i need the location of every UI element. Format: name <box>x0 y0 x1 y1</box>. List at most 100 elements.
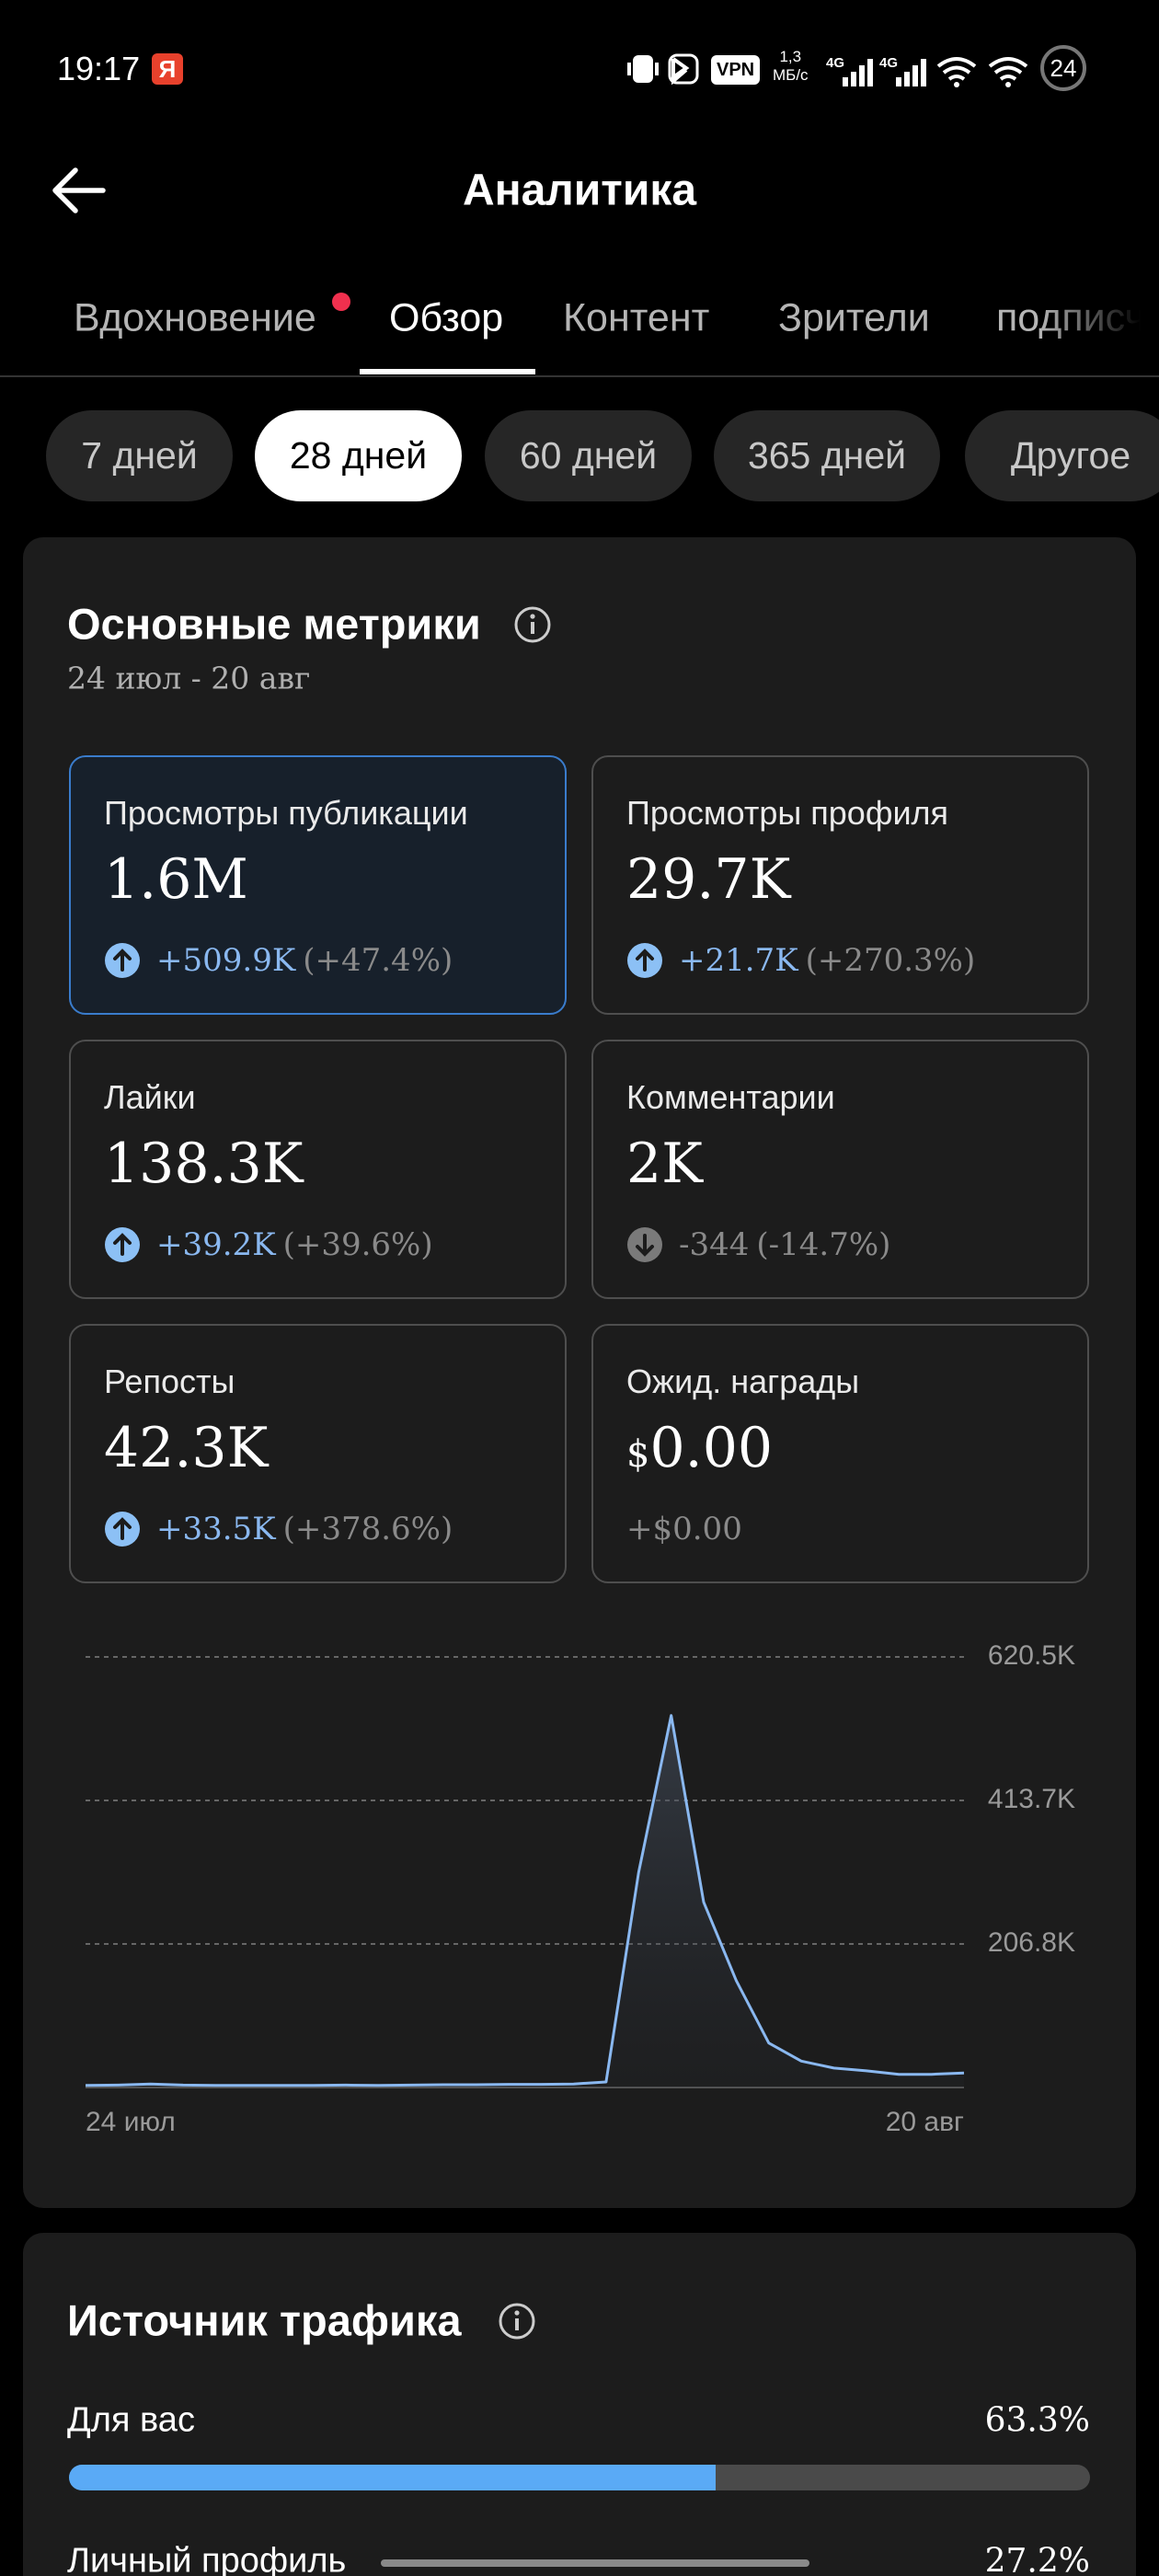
metric-change: +$0.00 <box>626 1511 742 1547</box>
metric-label: Просмотры профиля <box>626 794 949 832</box>
metric-label: Просмотры публикации <box>104 794 468 832</box>
trend-icon <box>627 943 662 978</box>
home-indicator <box>381 2559 809 2567</box>
metric-value: 2K <box>626 1132 703 1196</box>
network-type: 4G <box>879 55 899 71</box>
period-chip[interactable]: 365 дней <box>714 410 940 501</box>
y-tick-label: 620.5K <box>988 1640 1075 1671</box>
y-tick-label: 206.8K <box>988 1927 1075 1958</box>
metric-number: 29.7K <box>626 847 791 912</box>
metric-tile[interactable]: Лайки 138.3K +39.2K (+39.6%) <box>69 1040 567 1299</box>
info-icon[interactable] <box>497 2301 537 2341</box>
metric-tile[interactable]: Ожид. награды $0.00 +$0.00 <box>591 1324 1089 1583</box>
app-badge: Я <box>152 53 183 85</box>
status-icons-left <box>627 53 699 86</box>
back-button[interactable] <box>50 166 109 215</box>
traffic-bar-track <box>69 2465 1090 2490</box>
metric-number: 42.3K <box>104 1416 269 1480</box>
metric-number: 2K <box>626 1132 703 1196</box>
metric-change: +21.7K (+270.3%) <box>679 942 975 979</box>
metric-tile[interactable]: Репосты 42.3K +33.5K (+378.6%) <box>69 1324 567 1583</box>
metric-tile[interactable]: Комментарии 2K -344 (-14.7%) <box>591 1040 1089 1299</box>
metric-value: 138.3K <box>104 1132 304 1196</box>
metric-tile[interactable]: Просмотры профиля 29.7K +21.7K (+270.3%) <box>591 755 1089 1015</box>
metric-number: 1.6M <box>104 847 248 912</box>
page-title: Аналитика <box>462 166 697 215</box>
traffic-card: Источник трафика Для вас 63.3% Личный проф… <box>23 2233 1136 2576</box>
area <box>86 1715 964 2087</box>
metric-value: 42.3K <box>104 1416 268 1480</box>
net-speed-value: 1,3 <box>779 48 802 65</box>
change-percent: (+39.6%) <box>282 1226 433 1263</box>
metric-value: $0.00 <box>626 1416 773 1480</box>
traffic-list: Для вас 63.3% Личный профиль 27.2% <box>23 2233 1136 2576</box>
metric-change: -344 (-14.7%) <box>679 1226 890 1263</box>
traffic-bar <box>69 2465 716 2490</box>
trend-arrow <box>113 949 132 972</box>
period-selector: 7 дней 28 дней 60 дней 365 дней Другое <box>0 0 1159 515</box>
metric-label: Ожид. награды <box>626 1363 860 1400</box>
period-chip[interactable]: 60 дней <box>485 410 692 501</box>
period-chip[interactable]: 28 дней <box>255 410 462 501</box>
trend-icon <box>105 1227 140 1262</box>
battery: 24 <box>1040 45 1086 91</box>
metric-label: Лайки <box>104 1078 196 1116</box>
trend-arrow <box>113 1233 132 1256</box>
section-title: Основные метрики <box>67 599 481 649</box>
change-percent: (+270.3%) <box>805 942 976 979</box>
change-value: +509.9K <box>156 942 296 979</box>
trend-arrow <box>636 949 654 972</box>
metric-tiles: Просмотры публикации 1.6M +509.9K (+47.4%) П… <box>23 537 1136 1641</box>
metric-tile[interactable]: Просмотры публикации 1.6M +509.9K (+47.4%) <box>69 755 567 1015</box>
metric-label: Репосты <box>104 1363 235 1400</box>
metric-number: 0.00 <box>649 1416 774 1480</box>
y-tick-label: 413.7K <box>988 1784 1075 1814</box>
traffic-percent: 27.2% <box>984 2542 1090 2576</box>
tab-fade <box>1039 262 1159 373</box>
tab-indicator <box>360 369 535 374</box>
metric-value: 29.7K <box>626 847 790 912</box>
metric-value: 1.6M <box>104 847 248 912</box>
change-percent: (+47.4%) <box>303 942 453 979</box>
trend-arrow <box>636 1234 654 1257</box>
trend-icon <box>627 1227 662 1262</box>
date-range: 24 июл - 20 авг <box>67 660 311 696</box>
status-time: 19:17 <box>57 50 141 87</box>
metric-change: +509.9K (+47.4%) <box>156 942 453 979</box>
signal-icon <box>843 59 873 86</box>
notification-dot <box>332 293 350 311</box>
change-percent: (+378.6%) <box>282 1511 453 1547</box>
change-value: +$0.00 <box>626 1511 742 1547</box>
wifi-icons <box>936 57 1028 87</box>
change-value: +21.7K <box>679 942 798 979</box>
metric-change: +33.5K (+378.6%) <box>156 1511 453 1547</box>
traffic-percent: 63.3% <box>984 2401 1090 2440</box>
section-title: Источник трафика <box>67 2295 462 2345</box>
period-chip[interactable]: Другое <box>965 410 1159 501</box>
tab[interactable]: Вдохновение <box>74 295 316 340</box>
change-value: -344 <box>679 1226 750 1263</box>
views-chart: 206.8K 413.7K 620.5K 24 июл 20 авг <box>85 1640 1075 2137</box>
change-value: +33.5K <box>156 1511 276 1547</box>
tab-divider <box>0 375 1159 377</box>
traffic-label: Для вас <box>67 2400 195 2440</box>
tab[interactable]: Контент <box>563 295 710 340</box>
info-icon[interactable] <box>512 604 553 645</box>
metric-change: +39.2K (+39.6%) <box>156 1226 433 1263</box>
line <box>85 1714 965 2087</box>
network-type: 4G <box>826 55 845 71</box>
trend-icon <box>105 1512 140 1547</box>
vpn-badge: VPN <box>711 55 761 85</box>
net-speed: 1,3 МБ/с <box>773 48 809 85</box>
x-tick-label: 24 июл <box>86 2107 176 2137</box>
period-chip[interactable]: 7 дней <box>46 410 233 501</box>
traffic-label: Личный профиль <box>67 2541 347 2576</box>
metrics-card: Основные метрики 24 июл - 20 авг Просмот… <box>23 537 1136 2208</box>
net-speed-unit: МБ/с <box>773 66 809 84</box>
metric-number: 138.3K <box>104 1132 304 1196</box>
change-value: +39.2K <box>156 1226 276 1263</box>
tab[interactable]: Зрители <box>778 295 930 340</box>
x-tick-label: 20 авг <box>886 2107 964 2137</box>
tab[interactable]: Обзор <box>389 295 504 340</box>
